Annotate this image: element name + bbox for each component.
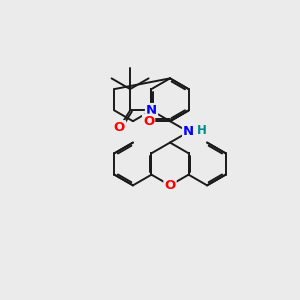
Text: O: O [143,115,154,128]
Text: N: N [146,104,157,117]
Text: O: O [114,121,125,134]
Text: N: N [183,125,194,138]
Text: O: O [164,179,175,192]
Text: H: H [197,124,207,137]
